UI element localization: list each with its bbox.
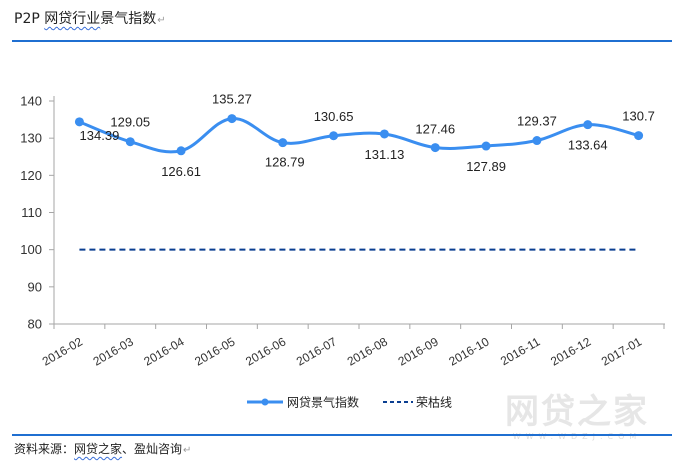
chart-axes [53,96,665,325]
y-tick-label: 100 [20,242,42,257]
x-tick-label: 2016-06 [243,334,288,368]
title-rest: 景气指数 [100,11,157,27]
y-tick-label: 90 [28,279,42,294]
y-tick-label: 120 [20,168,42,183]
data-label: 135.27 [212,92,252,107]
x-tick-label: 2017-01 [599,334,644,368]
x-tick-label: 2016-10 [446,334,491,368]
legend-item-reference[interactable]: 荣枯线 [383,395,452,410]
data-label: 134.39 [80,128,120,143]
data-point-marker[interactable] [430,143,440,153]
data-point-marker[interactable] [532,136,542,146]
y-tick-label: 80 [28,317,42,332]
y-tick-label: 140 [20,94,42,109]
source-underlined: 网贷之家 [74,442,123,456]
x-tick-label: 2016-08 [345,334,390,368]
y-tick-label: 130 [20,131,42,146]
source-note: 资料来源：网贷之家、盈灿咨询↵ [14,440,191,457]
data-point-marker[interactable] [583,120,593,130]
y-axis-ticks: 80 90 100 110 120 130 140 [20,94,54,332]
title-underlined: 网贷行业 [44,11,101,27]
paragraph-mark-icon: ↵ [157,15,166,26]
legend: 网贷景气指数 荣枯线 [247,395,452,410]
data-label: 129.05 [110,115,150,130]
data-point-marker[interactable] [74,117,84,127]
page-title: P2P 网贷行业景气指数↵ [14,8,166,28]
x-tick-label: 2016-02 [40,334,85,368]
x-tick-label: 2016-04 [141,334,186,368]
x-tick-label: 2016-12 [548,334,593,368]
legend-reference-label: 荣枯线 [416,395,452,410]
data-label: 130.65 [314,109,354,124]
source-label: 资料来源： [14,442,75,456]
data-point-marker[interactable] [278,138,288,148]
watermark-sub: WWW.WDZJ.COM [512,432,642,441]
top-rule [12,40,672,42]
data-point-marker[interactable] [227,114,237,124]
data-point-marker[interactable] [125,137,135,147]
data-label: 131.13 [365,147,405,162]
legend-series-label: 网贷景气指数 [287,395,359,410]
data-label: 128.79 [265,155,305,170]
data-point-marker[interactable] [481,141,491,151]
series-markers [74,114,644,156]
source-rest: 、盈灿咨询 [122,442,183,456]
x-tick-label: 2016-05 [192,334,237,368]
y-tick-label: 110 [21,205,42,220]
data-label: 130.7 [622,109,655,124]
x-tick-label: 2016-09 [396,334,441,368]
data-point-marker[interactable] [379,129,389,139]
data-point-marker[interactable] [176,146,186,156]
x-axis-ticks: 2016-02 2016-03 2016-04 2016-05 2016-06 2016-… [40,324,665,369]
watermark-main: 网贷之家 [505,392,649,432]
data-label: 127.89 [466,159,506,174]
x-tick-label: 2016-03 [91,334,136,368]
title-prefix: P2P [14,11,45,27]
data-label: 127.46 [415,122,455,137]
data-label: 126.61 [161,164,201,179]
data-label: 133.64 [568,138,608,153]
watermark-logo: 网贷之家 WWW.WDZJ.COM [492,392,662,441]
data-label: 129.37 [517,114,557,129]
x-tick-label: 2016-07 [294,334,339,368]
paragraph-mark-icon: ↵ [183,445,192,456]
bottom-rule [12,434,672,436]
data-point-marker[interactable] [329,131,339,141]
data-point-marker[interactable] [634,131,644,141]
legend-item-series[interactable]: 网贷景气指数 [247,395,359,410]
x-tick-label: 2016-11 [498,334,543,368]
